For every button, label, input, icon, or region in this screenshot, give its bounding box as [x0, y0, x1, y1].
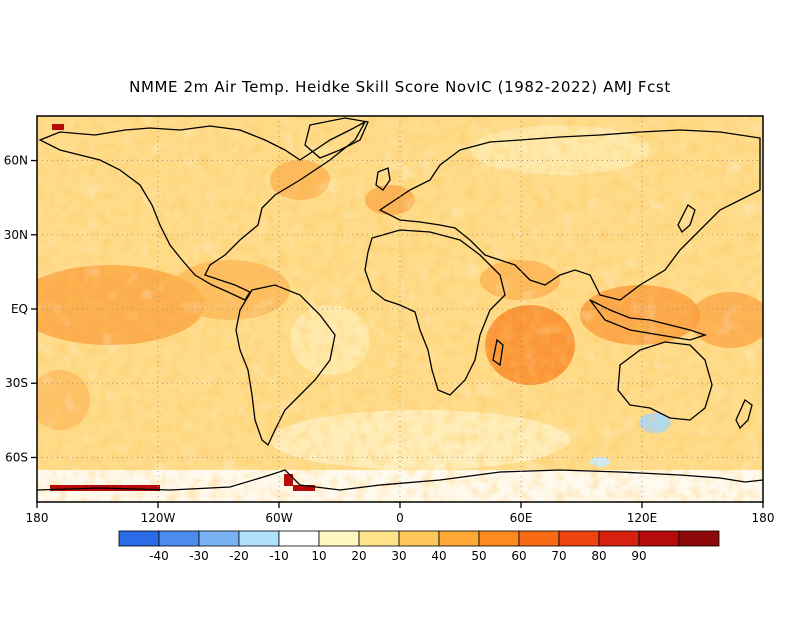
- lon-tick-label: 180: [752, 511, 775, 525]
- colorbar-swatch: [318, 530, 360, 547]
- colorbar-label: 30: [391, 549, 406, 563]
- colorbar-label: 20: [351, 549, 366, 563]
- colorbar-swatch: [678, 530, 720, 547]
- lat-tick-label: 60N: [4, 154, 28, 168]
- colorbar-swatch: [438, 530, 480, 547]
- colorbar-label: -20: [229, 549, 249, 563]
- colorbar-label: 90: [631, 549, 646, 563]
- colorbar-swatch: [558, 530, 600, 547]
- australia-coast: [617, 341, 713, 421]
- colorbar-swatch: [518, 530, 560, 547]
- lat-tick-label: EQ: [11, 302, 28, 316]
- uk-coast: [375, 167, 391, 191]
- madagascar-coast: [492, 338, 504, 367]
- colorbar: -40 -30 -20 -10 10 20 30 40 50 60 70 80 90: [118, 530, 720, 563]
- colorbar-swatch: [598, 530, 640, 547]
- lat-tick-label: 60S: [5, 450, 28, 464]
- colorbar-label: -30: [189, 549, 209, 563]
- colorbar-label: 40: [431, 549, 446, 563]
- maritime-continent-coast: [589, 299, 708, 341]
- chart-title: NMME 2m Air Temp. Heidke Skill Score Nov…: [129, 78, 671, 96]
- coastlines: [37, 117, 763, 491]
- eurasia-coast: [378, 129, 761, 301]
- colorbar-label: 10: [311, 549, 326, 563]
- lon-tick-label: 120E: [627, 511, 658, 525]
- lon-tick-label: 180: [26, 511, 49, 525]
- colorbar-swatch: [638, 530, 680, 547]
- colorbar-swatch: [398, 530, 440, 547]
- lon-tick-label: 120W: [141, 511, 176, 525]
- greenland-coast: [304, 117, 369, 159]
- japan-coast: [677, 204, 696, 234]
- colorbar-swatch: [118, 530, 160, 547]
- colorbar-label: 80: [591, 549, 606, 563]
- lat-tick-label: 30N: [4, 228, 28, 242]
- new-zealand-coast: [735, 399, 753, 430]
- south-america-coast: [235, 284, 336, 447]
- colorbar-label: 50: [471, 549, 486, 563]
- colorbar-swatch: [478, 530, 520, 547]
- north-america-coast: [38, 120, 367, 301]
- grid-lines: [37, 116, 763, 502]
- africa-coast: [364, 229, 506, 396]
- lon-tick-label: 60E: [510, 511, 533, 525]
- lon-tick-label: 60W: [265, 511, 292, 525]
- colorbar-label: 70: [551, 549, 566, 563]
- axis-ticks: 180 120W 60W 0 60E 120E 180 60N 30N EQ 30S 60S: [4, 154, 775, 525]
- lon-tick-label: 0: [396, 511, 404, 525]
- colorbar-swatch: [158, 530, 200, 547]
- colorbar-swatch: [238, 530, 280, 547]
- lat-tick-label: 30S: [5, 376, 28, 390]
- colorbar-swatch: [198, 530, 240, 547]
- antarctica-coast: [37, 469, 763, 491]
- colorbar-swatch: [358, 530, 400, 547]
- colorbar-label: -40: [149, 549, 169, 563]
- colorbar-label: 60: [511, 549, 526, 563]
- colorbar-swatch: [278, 530, 320, 547]
- colorbar-label: -10: [269, 549, 289, 563]
